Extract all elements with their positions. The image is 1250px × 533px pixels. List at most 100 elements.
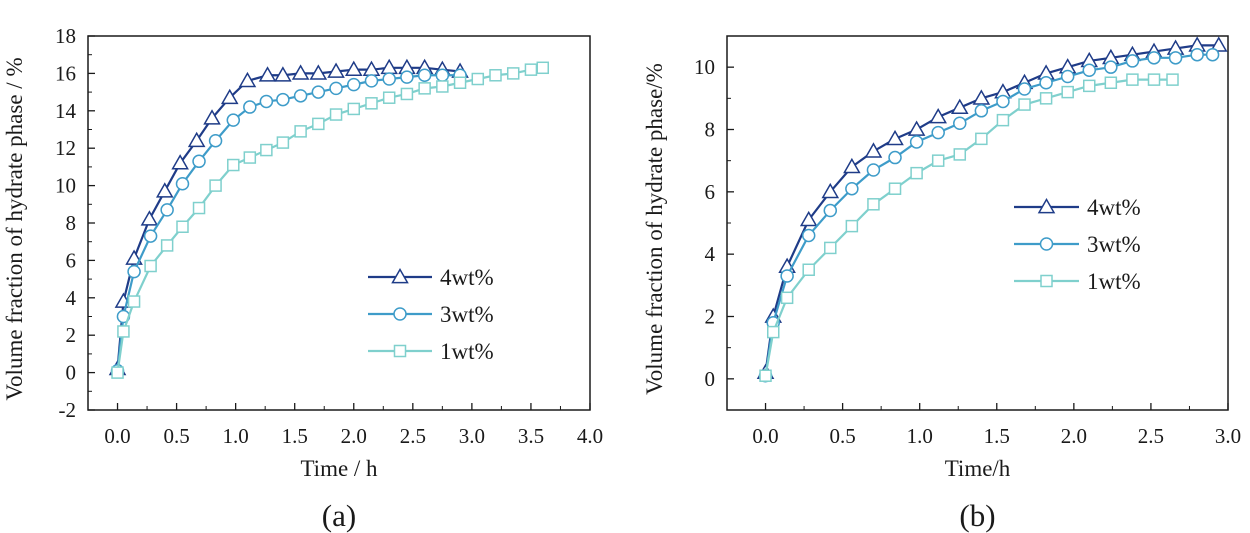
legend-label: 1wt% <box>440 339 494 364</box>
legend-label: 1wt% <box>1087 269 1141 294</box>
data-point-square <box>243 151 257 164</box>
data-point-triangle <box>821 182 840 199</box>
legend-marker-circle <box>393 307 407 321</box>
data-point-triangle <box>238 71 257 88</box>
x-axis-label: Time / h <box>300 456 378 481</box>
data-point-circle <box>259 94 274 109</box>
data-point-circle <box>888 150 902 165</box>
data-point-circle <box>953 116 967 131</box>
data-point-circle <box>329 81 343 96</box>
y-tick-label: -2 <box>59 398 77 422</box>
data-point-triangle <box>171 154 189 170</box>
data-point-square <box>209 179 222 192</box>
data-point-square <box>975 132 988 146</box>
data-point-circle <box>974 104 989 118</box>
data-point-square <box>471 72 485 86</box>
data-point-square <box>260 143 273 157</box>
data-point-square <box>127 295 141 308</box>
data-point-circle <box>382 72 396 86</box>
x-tick-label: 2.5 <box>400 424 426 448</box>
legend-marker-triangle <box>391 267 409 284</box>
series-a-s1 <box>111 61 550 379</box>
data-point-square <box>1061 85 1074 99</box>
chart-panel-b: 0.0 0.5 1.0 1.5 2.0 2.5 3.0 0 2 4 6 8 10 Time/h Volume… <box>642 35 1241 533</box>
legend-label: 4wt% <box>1087 195 1141 220</box>
data-point-circle <box>1039 76 1053 90</box>
x-tick-label: 1.5 <box>282 424 308 448</box>
data-point-circle <box>1147 51 1161 65</box>
data-point-triangle <box>1209 36 1228 52</box>
data-point-square <box>117 325 130 338</box>
x-tick-label: 2.5 <box>1138 424 1164 448</box>
data-point-square <box>536 61 550 75</box>
data-point-square <box>1018 98 1031 111</box>
data-point-square <box>759 369 772 382</box>
data-point-square <box>1147 73 1161 86</box>
x-tick-label: 3.0 <box>1215 424 1241 448</box>
data-point-square <box>227 158 240 172</box>
legend-marker-square <box>1040 274 1053 288</box>
data-point-square <box>111 366 124 379</box>
data-point-triangle <box>843 157 861 174</box>
data-point-triangle <box>155 182 174 198</box>
y-tick-label: 0 <box>66 361 77 385</box>
data-point-square <box>845 219 859 233</box>
y-tick-label: 0 <box>705 367 716 391</box>
data-point-circle <box>160 203 174 217</box>
y-tick-label: 18 <box>55 24 76 48</box>
data-point-circle <box>417 68 432 83</box>
data-point-triangle <box>220 88 239 105</box>
data-point-square <box>910 166 923 180</box>
panel-label: (a) <box>322 498 356 533</box>
x-tick-label: 3.0 <box>459 424 485 448</box>
legend-b: 4wt% 3wt% 1wt% <box>1014 195 1141 294</box>
data-point-square <box>176 220 189 233</box>
data-point-square <box>436 80 449 93</box>
data-point-triangle <box>140 210 159 226</box>
data-point-circle <box>226 113 241 127</box>
data-point-circle <box>400 70 414 84</box>
data-point-square <box>312 117 325 131</box>
data-point-circle <box>1017 82 1032 96</box>
data-point-square <box>1104 76 1118 89</box>
data-point-square <box>144 259 157 273</box>
data-point-circle <box>143 229 158 243</box>
data-point-square <box>489 69 502 82</box>
x-tick-label: 1.0 <box>223 424 249 448</box>
data-point-square <box>1126 73 1139 86</box>
data-point-square <box>931 154 945 167</box>
data-point-circle <box>780 269 794 283</box>
x-tick-label: 2.0 <box>1061 424 1087 448</box>
data-point-circle <box>866 163 881 177</box>
x-tick-label: 1.5 <box>984 424 1010 448</box>
legend-marker-triangle <box>1037 197 1056 214</box>
data-point-triangle <box>950 98 969 115</box>
data-point-triangle <box>799 210 818 227</box>
data-point-circle <box>192 154 206 169</box>
data-point-triangle <box>258 66 277 82</box>
panel-label: (b) <box>959 498 995 533</box>
y-tick-label: 4 <box>66 286 77 310</box>
data-point-circle <box>1205 47 1220 62</box>
data-point-triangle <box>886 129 904 146</box>
data-point-circle <box>1104 60 1118 74</box>
data-point-circle <box>1168 51 1183 65</box>
x-tick-label: 2.0 <box>341 424 367 448</box>
data-point-triangle <box>907 120 926 136</box>
data-point-circle <box>1125 54 1140 68</box>
series-line <box>116 74 461 371</box>
data-point-circle <box>1060 69 1075 84</box>
y-tick-label: 16 <box>55 61 76 85</box>
data-point-square <box>802 263 815 276</box>
y-tick-label: 10 <box>694 55 715 79</box>
data-point-circle <box>823 203 838 218</box>
legend-label: 4wt% <box>440 265 494 290</box>
data-point-triangle <box>344 60 363 77</box>
legend-label: 3wt% <box>1087 232 1141 257</box>
data-point-circle <box>293 89 308 103</box>
data-point-circle <box>996 94 1010 109</box>
data-point-square <box>400 87 414 101</box>
x-tick-label: 4.0 <box>577 424 603 448</box>
data-point-circle <box>364 74 379 88</box>
